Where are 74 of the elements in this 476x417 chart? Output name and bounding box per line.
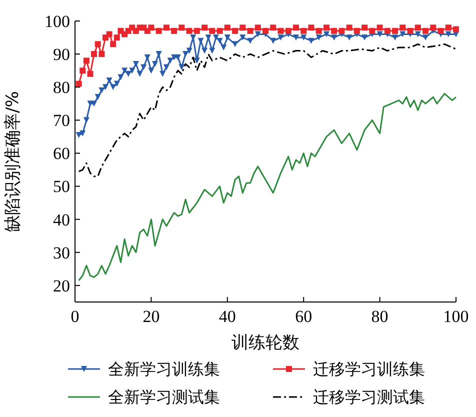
point [148,24,154,31]
point [194,28,200,34]
point [216,28,223,34]
point [114,34,120,41]
point [106,31,112,38]
point [445,24,452,31]
point [285,28,292,34]
point [384,28,390,34]
y-tick-label: 20 [53,276,70,296]
point [83,58,90,64]
point [254,24,261,31]
y-tick-label: 100 [44,12,70,31]
point [338,28,345,34]
point [270,24,276,31]
point [156,28,162,34]
legend-label: 全新学习训练集 [108,360,220,379]
point [202,24,208,31]
point [308,24,314,31]
x-tick-label: 60 [295,307,312,326]
point [76,80,82,87]
point [422,28,429,34]
point [98,51,105,58]
point [171,28,178,34]
point [209,28,216,34]
x-axis-title: 训练轮数 [232,333,300,353]
point [80,68,86,74]
y-axis-title: 缺陷识别准确率/% [3,91,23,232]
point [247,28,254,34]
point [94,41,101,48]
point [316,28,322,34]
point [354,28,360,34]
x-tick-label: 100 [443,307,469,326]
point [224,24,230,31]
point [400,24,406,31]
y-tick-label: 80 [53,78,70,98]
point [178,24,185,31]
line-series [78,92,457,282]
point [87,70,94,77]
point [91,51,98,58]
line-series [78,43,457,178]
point [430,24,436,31]
point [292,24,299,31]
y-tick-label: 90 [53,45,70,64]
point [163,24,170,31]
point [278,28,284,34]
y-tick-label: 60 [53,144,70,164]
x-tick-label: 40 [218,307,236,326]
point [232,28,238,34]
legend-label: 迁移学习训练集 [313,360,425,379]
point [376,24,383,31]
point [453,26,459,32]
point [186,28,192,34]
x-tick-label: 0 [70,307,80,326]
point [407,28,414,34]
point [392,28,398,34]
y-tick-label: 50 [53,177,70,196]
y-tick-label: 30 [53,243,70,262]
x-tick-label: 80 [371,307,388,326]
point [262,28,268,34]
point [323,24,330,31]
legend-label: 全新学习测试集 [108,388,220,407]
point [110,41,116,48]
point [346,24,352,31]
y-tick-label: 40 [53,210,70,230]
point [414,24,421,31]
y-tick-label: 70 [53,111,70,130]
point [331,28,338,34]
point [369,28,376,34]
x-tick-label: 20 [142,307,160,326]
point [300,28,307,34]
point [438,28,444,34]
point [240,24,246,31]
point [362,24,368,31]
legend-label: 迁移学习测试集 [313,388,425,407]
